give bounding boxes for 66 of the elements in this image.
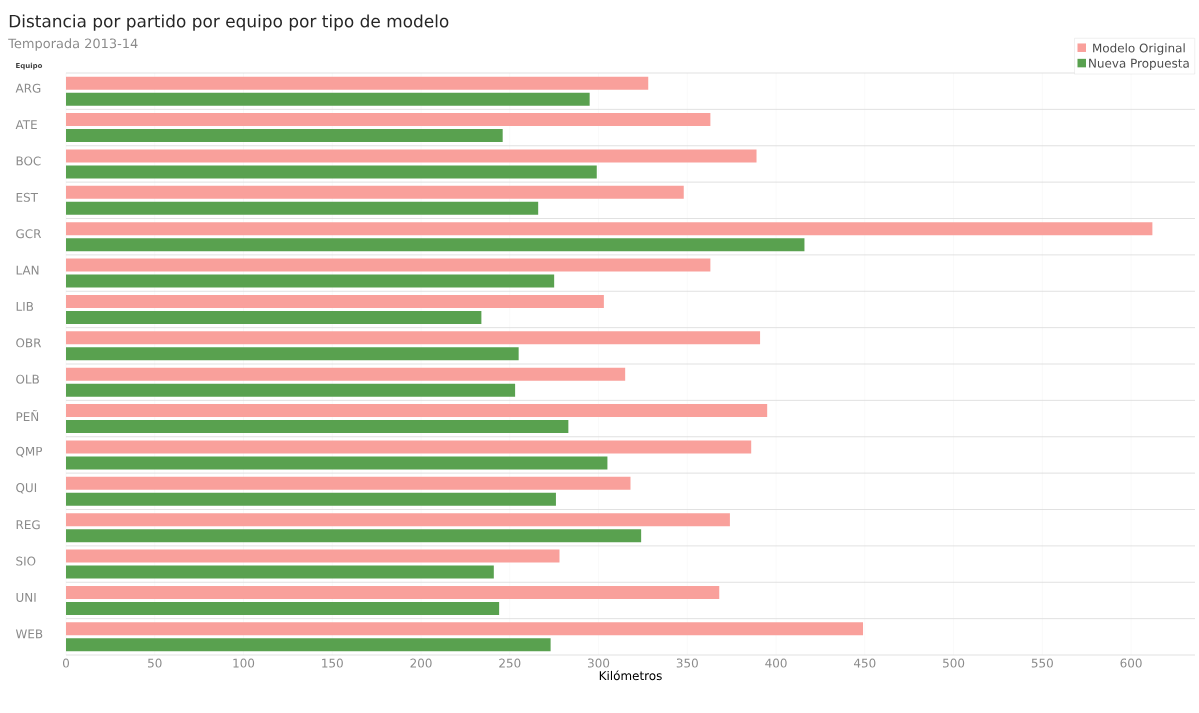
bar <box>66 294 604 308</box>
x-tick-label: 0 <box>62 658 70 668</box>
bar <box>66 113 711 127</box>
bar <box>66 310 482 324</box>
y-tick-label: QUI <box>16 483 37 494</box>
bar <box>66 585 720 599</box>
bar <box>66 476 631 490</box>
bar <box>66 129 503 143</box>
y-tick-label: QMP <box>16 446 43 458</box>
bar <box>66 601 500 615</box>
bar <box>66 638 551 652</box>
bar <box>66 456 608 470</box>
y-tick-label: WEB <box>15 629 43 639</box>
bar <box>66 565 494 579</box>
x-tick-label: 100 <box>233 658 255 668</box>
x-tick-label: 250 <box>499 658 521 668</box>
bar <box>66 149 757 163</box>
bar <box>66 274 555 288</box>
x-tick-label: 450 <box>853 658 876 668</box>
legend-label: Modelo Original <box>1093 43 1185 55</box>
x-axis-title: Kilómetros <box>599 670 662 681</box>
bar <box>66 367 626 381</box>
bar <box>66 404 768 418</box>
x-tick-label: 150 <box>322 658 343 668</box>
x-tick-label: 500 <box>943 658 965 668</box>
bar <box>66 420 569 434</box>
y-tick-label: UNI <box>16 593 36 602</box>
bar <box>66 331 761 345</box>
y-tick-label: PEÑ <box>16 410 39 422</box>
legend-label: Nueva Propuesta <box>1089 58 1189 71</box>
bar <box>66 622 864 636</box>
bar <box>66 76 649 90</box>
bar <box>66 440 752 454</box>
y-tick-label: GCR <box>16 229 42 239</box>
bar <box>66 201 539 215</box>
y-tick-label: LIB <box>16 302 34 311</box>
y-tick-label: BOC <box>16 156 41 166</box>
bar <box>66 549 560 563</box>
x-tick-label: 300 <box>588 658 610 668</box>
bar <box>66 529 642 543</box>
x-tick-label: 550 <box>1031 658 1053 668</box>
bar <box>66 383 516 397</box>
bar <box>66 92 590 106</box>
y-tick-label: LAN <box>16 265 39 275</box>
bar <box>66 347 519 361</box>
x-tick-label: 600 <box>1120 658 1142 668</box>
bar <box>66 258 711 272</box>
bar <box>66 185 684 199</box>
x-tick-label: 50 <box>148 658 162 668</box>
y-tick-label: REG <box>16 520 40 530</box>
bar <box>66 238 805 252</box>
x-tick-label: 400 <box>765 658 787 668</box>
y-tick-label: OBR <box>16 338 42 348</box>
chart-title: Distancia por partido por equipo por tipo de modelo <box>9 14 449 31</box>
y-tick-label: ARG <box>15 83 41 93</box>
bar <box>66 492 556 506</box>
chart-subtitle: Temporada 2013-14 <box>8 38 138 51</box>
y-tick-label: ATE <box>15 120 37 129</box>
y-tick-label: SIO <box>16 556 36 566</box>
x-tick-label: 350 <box>676 658 698 668</box>
bar <box>66 513 730 527</box>
bar <box>66 165 597 179</box>
bar <box>66 222 1153 236</box>
y-tick-label: OLB <box>16 374 39 384</box>
x-tick-label: 200 <box>410 658 432 668</box>
y-tick-label: EST <box>16 192 39 202</box>
